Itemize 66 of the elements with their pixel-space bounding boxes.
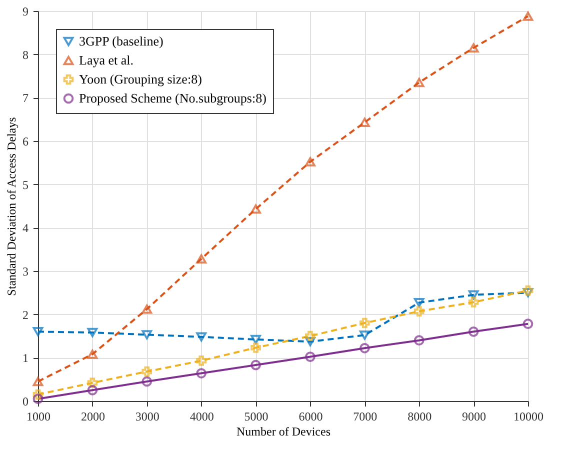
y-tick-label: 8: [22, 48, 28, 62]
point: [250, 334, 261, 344]
legend-label: Yoon (Grouping size:8): [79, 72, 202, 86]
point: [32, 327, 44, 336]
x-tick-label: 10000: [514, 410, 544, 424]
x-tick-label: 1000: [26, 410, 50, 424]
point: [359, 118, 370, 127]
point: [32, 389, 44, 400]
point: [32, 376, 44, 386]
point: [468, 290, 479, 300]
point: [87, 350, 98, 359]
point: [522, 12, 534, 21]
y-tick-label: 5: [22, 178, 28, 192]
point: [414, 335, 424, 346]
point: [142, 304, 152, 314]
point: [196, 254, 207, 264]
point: [414, 298, 424, 308]
point: [522, 288, 534, 298]
point: [414, 78, 424, 88]
point: [87, 328, 98, 338]
x-tick-label: 8000: [408, 410, 432, 424]
point: [250, 342, 261, 353]
y-tick-label: 9: [22, 4, 28, 18]
point: [250, 360, 261, 370]
point: [250, 204, 261, 214]
point: [196, 368, 207, 378]
x-tick-label: 4000: [190, 410, 214, 424]
y-tick-label: 7: [22, 91, 28, 106]
y-tick-label: 1: [22, 351, 28, 366]
point: [468, 326, 479, 337]
y-axis-title: Standard Deviation of Access Delays: [4, 116, 18, 296]
x-tick-label: 7000: [353, 410, 378, 424]
legend-label: Laya et al.: [79, 52, 134, 68]
x-tick-label: 2000: [80, 410, 105, 424]
point: [359, 342, 370, 354]
point: [305, 157, 316, 166]
x-tick-label: 3000: [135, 410, 160, 424]
point: [359, 318, 370, 328]
x-tick-label: 6000: [298, 410, 323, 424]
point: [142, 376, 152, 387]
point: [305, 337, 316, 346]
x-tick-label: 9000: [462, 410, 486, 424]
y-tick-label: 2: [22, 308, 28, 322]
x-tick-label: 5000: [244, 410, 268, 424]
point: [359, 330, 370, 340]
y-tick-label: 4: [22, 221, 28, 236]
x-axis-title: Number of Devices: [236, 424, 331, 438]
y-tick-label: 3: [22, 264, 28, 278]
point: [87, 378, 98, 388]
legend-label: 3GPP (baseline): [79, 34, 164, 48]
y-tick-label: 6: [22, 134, 28, 148]
point: [32, 394, 44, 404]
y-tick-label: 0: [22, 394, 28, 408]
point: [196, 356, 207, 366]
legend-label: Proposed Scheme (No.subgroups:8): [79, 90, 266, 106]
point: [414, 306, 424, 316]
point: [522, 318, 534, 330]
point: [196, 332, 207, 342]
point: [142, 366, 152, 377]
point: [87, 384, 98, 396]
point: [468, 43, 479, 52]
point: [305, 352, 316, 362]
point: [468, 297, 479, 308]
point: [522, 285, 534, 296]
point: [305, 330, 316, 342]
point: [142, 330, 152, 340]
